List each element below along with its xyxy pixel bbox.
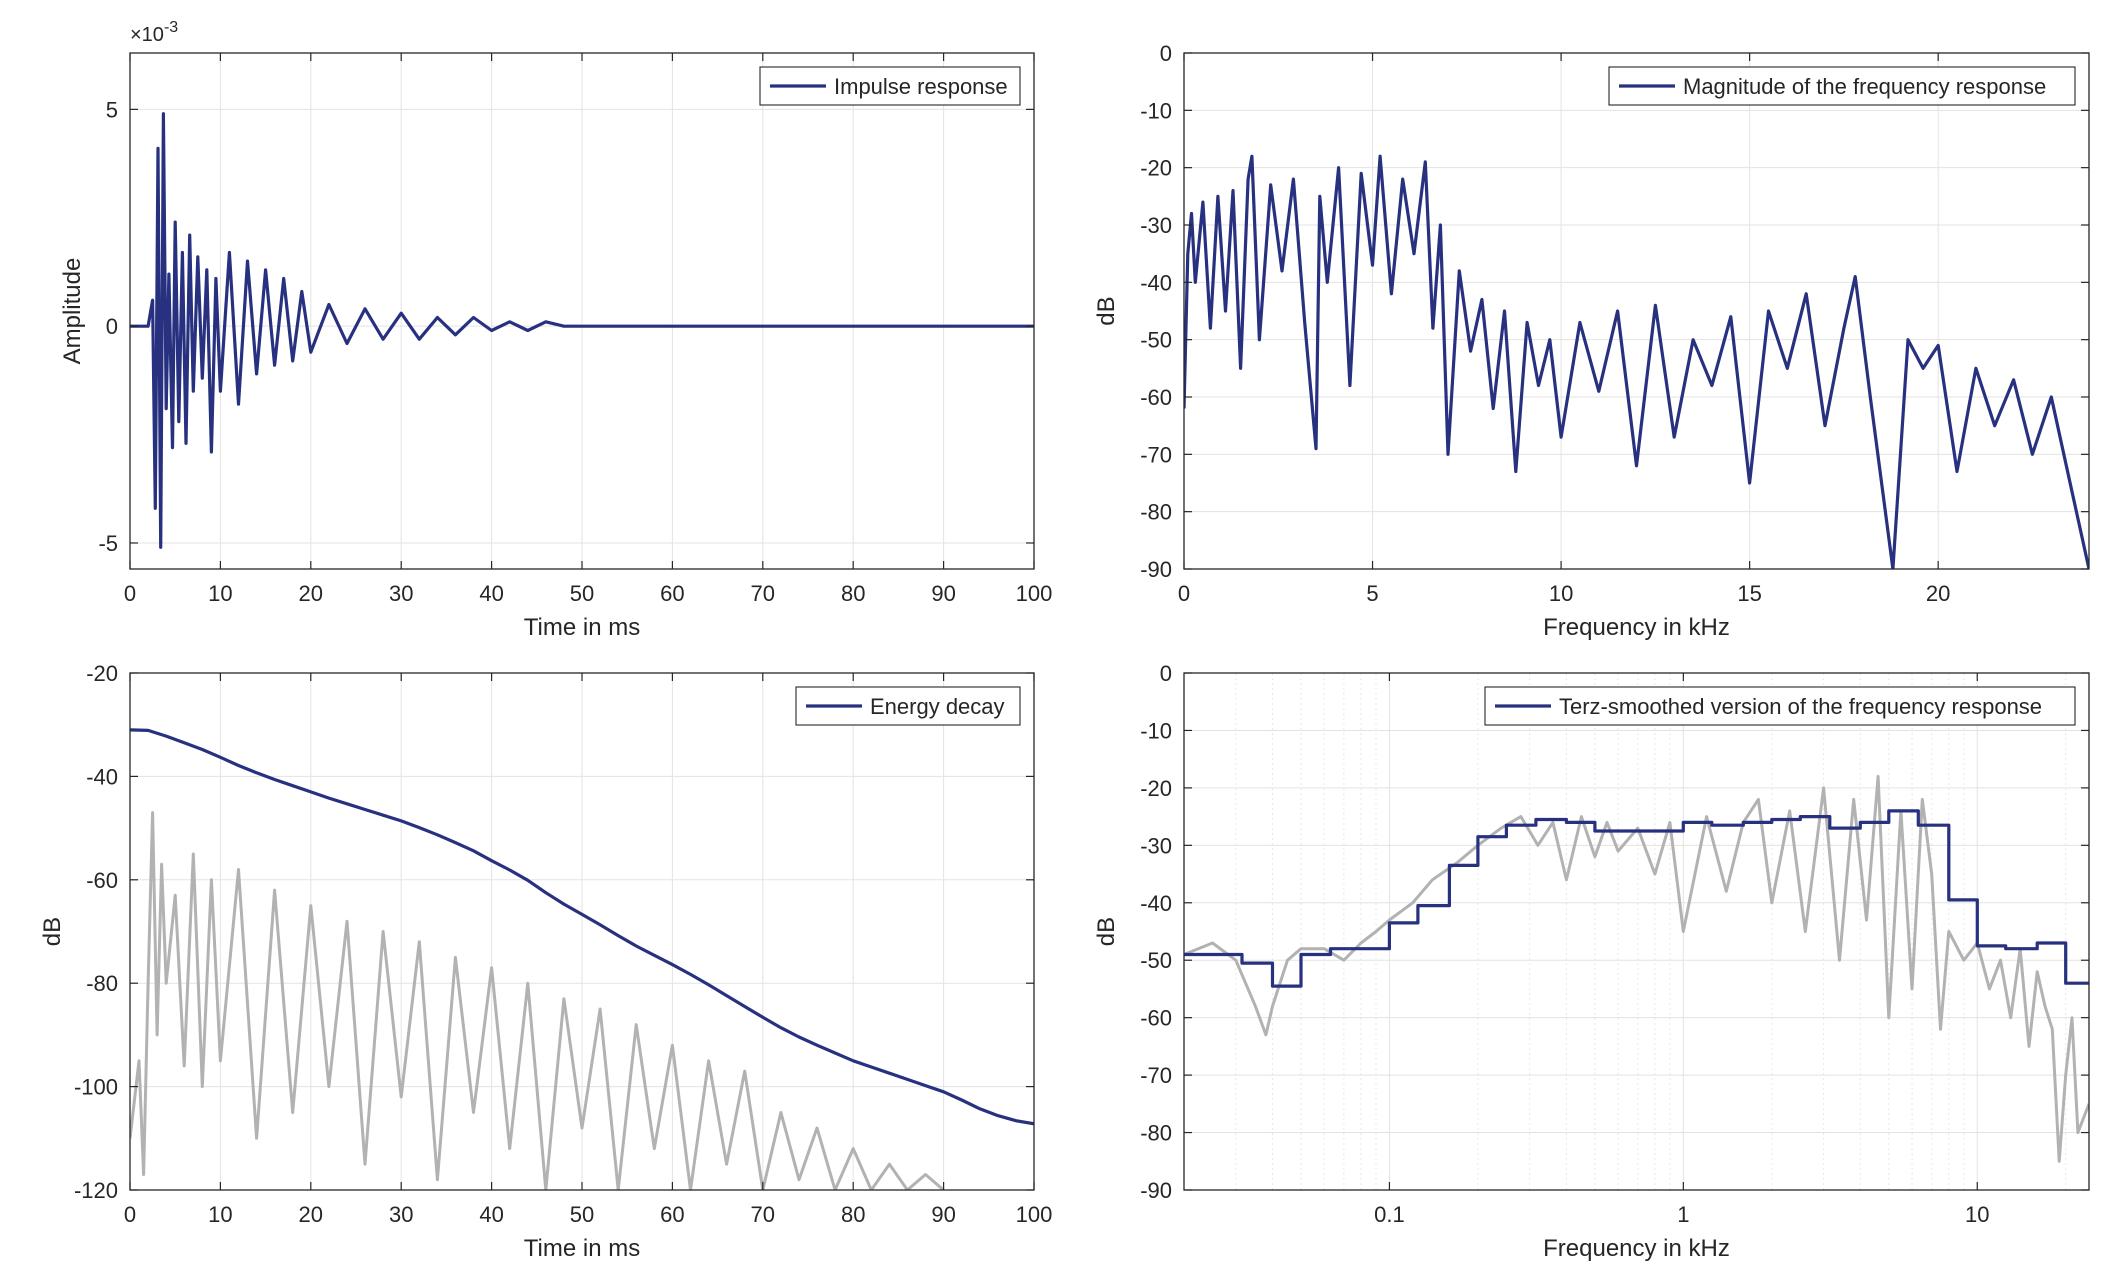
x-tick-label: 10 [1965,1202,1989,1227]
x-tick-label: 15 [1737,581,1761,606]
y-tick-label: -20 [86,661,118,686]
x-tick-label: 70 [751,581,775,606]
y-tick-label: -60 [1140,1006,1172,1031]
series-line-magnitude [1184,154,2089,569]
y-tick-label: -70 [1140,1063,1172,1088]
legend: Magnitude of the frequency response [1608,66,2076,106]
magnitude-chart: 0 5 10 15 20 -90 -80 -70 -60 -50 -40 -30 -20 -10 0 Freq… [1093,41,2090,641]
y-tick-label: -10 [1140,718,1172,743]
y-tick-label: -20 [1140,776,1172,801]
y-axis-label: dB [39,917,66,946]
y-tick-label: -120 [74,1178,118,1203]
series-line-energy [130,728,1034,1126]
x-tick-label: 30 [389,1202,413,1227]
y-exponent-label: ×10-3 [130,19,178,46]
y-tick-label: -40 [1140,270,1172,295]
x-tick-label: 40 [479,1202,503,1227]
x-tick-label: 90 [931,1202,955,1227]
y-tick-label: -100 [74,1075,118,1100]
plot-area [1184,673,2089,1190]
terz-chart: 0.1 1 10 -90 -80 -70 -60 -50 -40 -30 -20 -10 0 Freque… [1093,661,2090,1262]
x-tick-label: 60 [660,581,684,606]
x-tick-label: 60 [660,1202,684,1227]
y-tick-label: -30 [1140,833,1172,858]
y-tick-label: -60 [1140,385,1172,410]
y-tick-label: -5 [98,531,118,556]
y-tick-label: -80 [86,971,118,996]
x-tick-label: 100 [1016,1202,1053,1227]
legend-box [1484,686,2076,726]
legend-box [1608,66,2076,106]
y-tick-label: -10 [1140,98,1172,123]
x-axis-label: Frequency in kHz [1543,614,1730,641]
y-tick-label: -70 [1140,442,1172,467]
x-tick-label: 50 [570,1202,594,1227]
x-tick-label: 20 [299,1202,323,1227]
plot-area [1184,53,2089,569]
x-tick-label: 90 [931,581,955,606]
y-tick-label: 0 [1160,661,1172,686]
x-tick-label: 80 [841,581,865,606]
legend: Terz-smoothed version of the frequency r… [1484,686,2076,726]
y-tick-label: -80 [1140,500,1172,525]
y-tick-label: -50 [1140,948,1172,973]
y-tick-label: -60 [86,868,118,893]
y-tick-label: -40 [1140,891,1172,916]
x-tick-label: 1 [1677,1202,1689,1227]
x-tick-label: 20 [299,581,323,606]
x-tick-label: 10 [208,581,232,606]
x-tick-label: 50 [570,581,594,606]
legend-label: Magnitude of the frequency response [1683,74,2046,99]
x-tick-label: 0 [1178,581,1190,606]
reference-line-terz [1184,774,2089,1163]
legend-label: Impulse response [834,74,1008,99]
y-tick-label: -80 [1140,1121,1172,1146]
axes-box [1183,672,2090,1191]
legend-label: Terz-smoothed version of the frequency r… [1559,694,2042,719]
x-tick-label: 0 [124,1202,136,1227]
x-axis-label: Time in ms [524,614,640,641]
y-tick-label: -30 [1140,213,1172,238]
legend-label: Energy decay [870,694,1005,719]
y-tick-label: -20 [1140,156,1172,181]
y-tick-label: 0 [1160,41,1172,66]
y-tick-label: 0 [106,314,118,339]
y-tick-label: -50 [1140,328,1172,353]
y-tick-label: -90 [1140,557,1172,582]
y-axis-label: Amplitude [59,258,86,365]
y-tick-label: -90 [1140,1178,1172,1203]
x-tick-label: 100 [1016,581,1053,606]
y-axis-label: dB [1093,917,1120,946]
y-tick-label: 5 [106,97,118,122]
legend: Energy decay [795,686,1021,726]
x-axis-label: Frequency in kHz [1543,1235,1730,1262]
x-tick-label: 20 [1926,581,1950,606]
y-axis-label: dB [1093,296,1120,325]
energy-chart: 0 10 20 30 40 50 60 70 80 90 100 -120 -100 -80 -60 -40 -… [39,661,1052,1262]
x-tick-label: 10 [1549,581,1573,606]
x-tick-label: 80 [841,1202,865,1227]
x-tick-label: 5 [1366,581,1378,606]
y-tick-label: -40 [86,764,118,789]
x-tick-label: 30 [389,581,413,606]
reference-line-energy [130,811,945,1190]
series-line-terz [1184,809,2089,988]
x-tick-label: 70 [751,1202,775,1227]
x-axis-label: Time in ms [524,1235,640,1262]
x-tick-label: 0 [124,581,136,606]
legend: Impulse response [759,66,1021,106]
x-tick-label: 10 [208,1202,232,1227]
x-tick-label: 0.1 [1374,1202,1405,1227]
series-line-impulse [130,112,1034,549]
x-tick-label: 40 [479,581,503,606]
axes-box [1183,52,2090,570]
